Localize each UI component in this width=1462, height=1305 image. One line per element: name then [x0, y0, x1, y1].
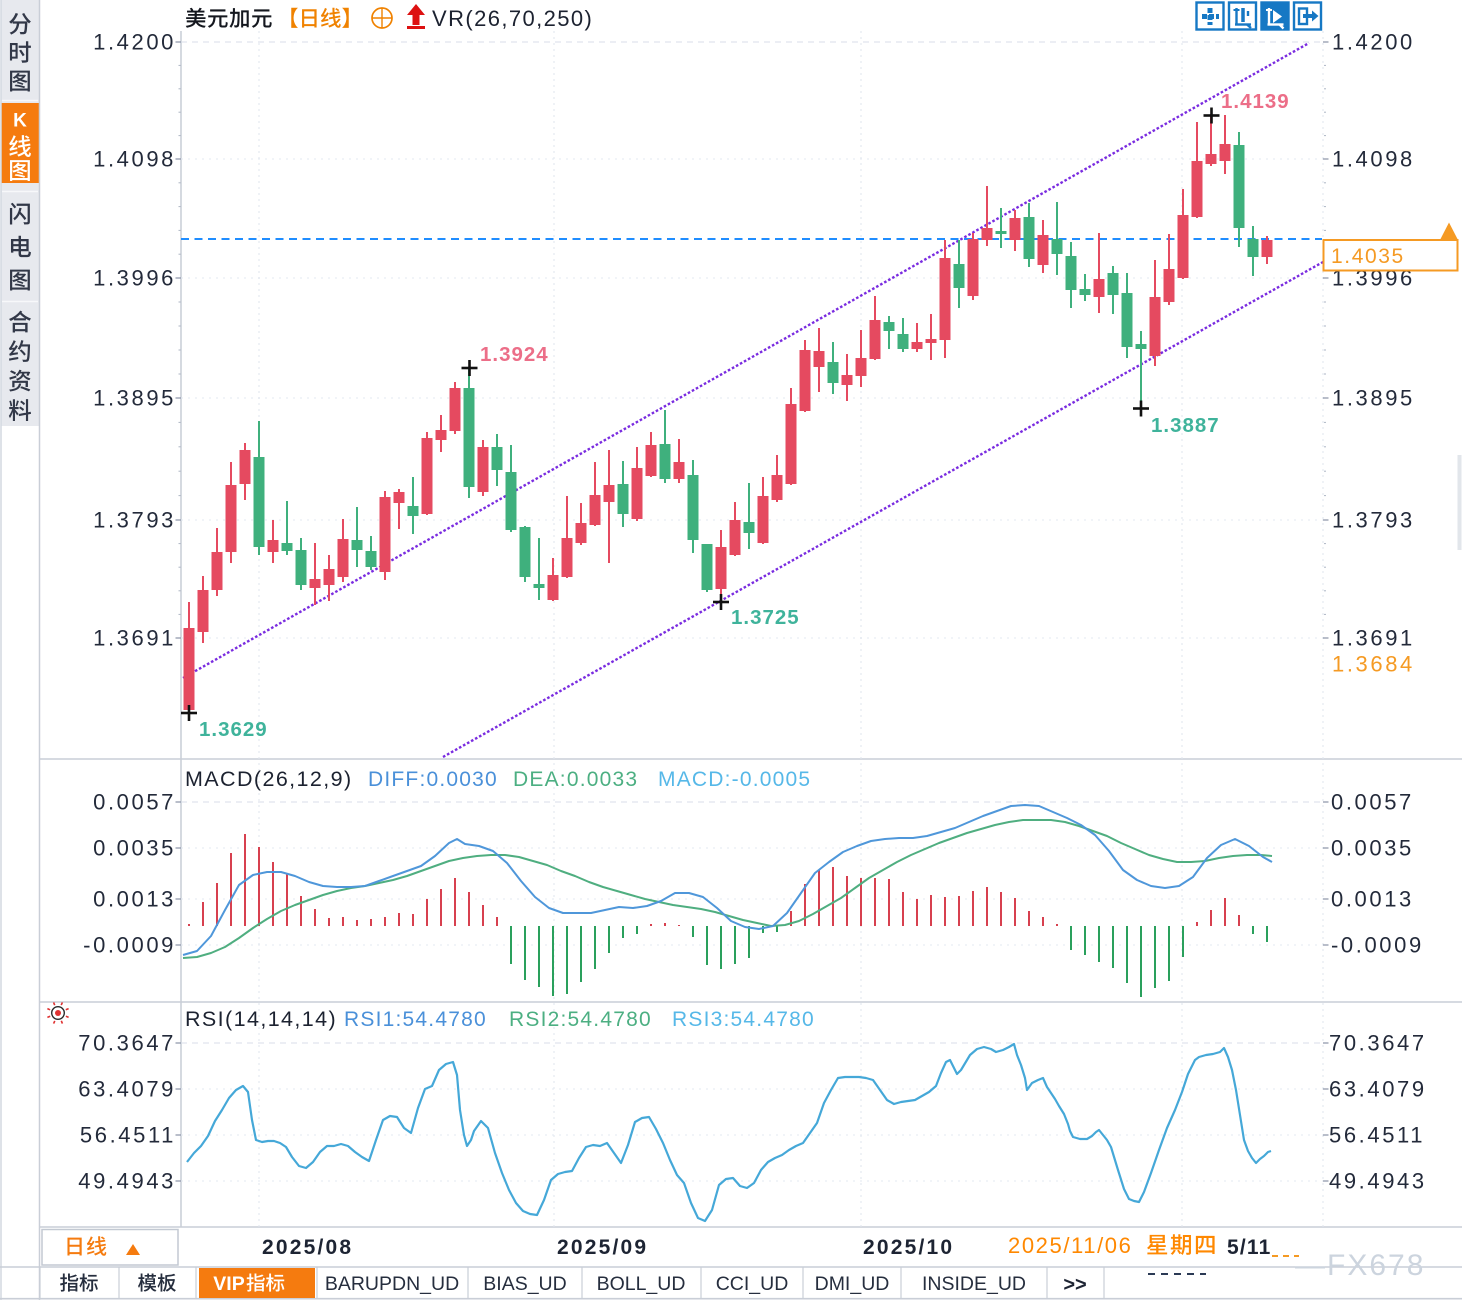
svg-text:INSIDE_UD: INSIDE_UD [922, 1273, 1026, 1295]
svg-text:2025/09: 2025/09 [557, 1236, 648, 1259]
svg-text:2025/10: 2025/10 [863, 1236, 954, 1259]
svg-text:49.4943: 49.4943 [78, 1169, 176, 1194]
svg-text:RSI(14,14,14): RSI(14,14,14) [185, 1007, 337, 1031]
svg-text:>>: >> [1063, 1274, 1086, 1296]
svg-text:70.3647: 70.3647 [78, 1031, 176, 1056]
svg-text:1.4035: 1.4035 [1331, 245, 1405, 268]
svg-text:RSI1:54.4780: RSI1:54.4780 [344, 1008, 487, 1031]
svg-text:0.0057: 0.0057 [93, 790, 176, 815]
svg-text:1.3996: 1.3996 [93, 266, 176, 291]
svg-text:MACD:-0.0005: MACD:-0.0005 [658, 768, 811, 791]
svg-text:1.4200: 1.4200 [1332, 30, 1415, 55]
svg-text:1.3887: 1.3887 [1151, 414, 1220, 437]
svg-text:—FX678: —FX678 [1295, 1249, 1425, 1282]
svg-text:1.4139: 1.4139 [1221, 90, 1290, 113]
svg-text:5/11: 5/11 [1227, 1236, 1272, 1259]
svg-text:-0.0009: -0.0009 [1331, 933, 1424, 958]
svg-text:RSI2:54.4780: RSI2:54.4780 [509, 1008, 652, 1031]
svg-text:DEA:0.0033: DEA:0.0033 [513, 768, 638, 791]
svg-text:K: K [13, 111, 27, 132]
svg-text:0.0035: 0.0035 [93, 836, 176, 861]
svg-text:2025/08: 2025/08 [262, 1236, 353, 1259]
svg-text:0.0013: 0.0013 [1331, 887, 1414, 912]
svg-text:DMI_UD: DMI_UD [815, 1273, 890, 1295]
svg-text:1.4098: 1.4098 [93, 147, 176, 172]
svg-text:RSI3:54.4780: RSI3:54.4780 [672, 1008, 815, 1031]
svg-text:CCI_UD: CCI_UD [716, 1273, 789, 1295]
svg-text:1.3895: 1.3895 [93, 386, 176, 411]
svg-text:-0.0009: -0.0009 [83, 933, 176, 958]
svg-text:1.3691: 1.3691 [93, 626, 176, 651]
svg-text:1.3924: 1.3924 [480, 343, 549, 366]
svg-text:1.3725: 1.3725 [731, 606, 800, 629]
svg-text:0.0057: 0.0057 [1331, 790, 1414, 815]
svg-text:BOLL_UD: BOLL_UD [597, 1273, 686, 1295]
svg-text:BIAS_UD: BIAS_UD [483, 1273, 566, 1295]
svg-text:1.3793: 1.3793 [93, 508, 176, 533]
svg-text:0.0035: 0.0035 [1331, 836, 1414, 861]
svg-text:1.3895: 1.3895 [1332, 386, 1415, 411]
svg-text:49.4943: 49.4943 [1329, 1169, 1427, 1194]
svg-text:1.3793: 1.3793 [1332, 508, 1415, 533]
svg-text:70.3647: 70.3647 [1329, 1031, 1427, 1056]
svg-text:1.3691: 1.3691 [1332, 626, 1415, 651]
svg-text:1.3684: 1.3684 [1332, 652, 1415, 677]
svg-text:56.4511: 56.4511 [1329, 1123, 1425, 1148]
svg-text:0.0013: 0.0013 [93, 887, 176, 912]
svg-text:56.4511: 56.4511 [80, 1123, 176, 1148]
svg-text:DIFF:0.0030: DIFF:0.0030 [368, 768, 498, 791]
svg-text:63.4079: 63.4079 [78, 1077, 176, 1102]
svg-text:VR(26,70,250): VR(26,70,250) [432, 6, 593, 31]
svg-text:MACD(26,12,9): MACD(26,12,9) [185, 767, 353, 791]
svg-text:1.4200: 1.4200 [93, 30, 176, 55]
svg-text:1.4098: 1.4098 [1332, 147, 1415, 172]
svg-text:1.3629: 1.3629 [199, 718, 268, 741]
svg-text:VIP: VIP [213, 1273, 244, 1295]
svg-text:63.4079: 63.4079 [1329, 1077, 1427, 1102]
svg-text:BARUPDN_UD: BARUPDN_UD [325, 1273, 459, 1295]
svg-text:2025/11/06: 2025/11/06 [1008, 1233, 1132, 1258]
